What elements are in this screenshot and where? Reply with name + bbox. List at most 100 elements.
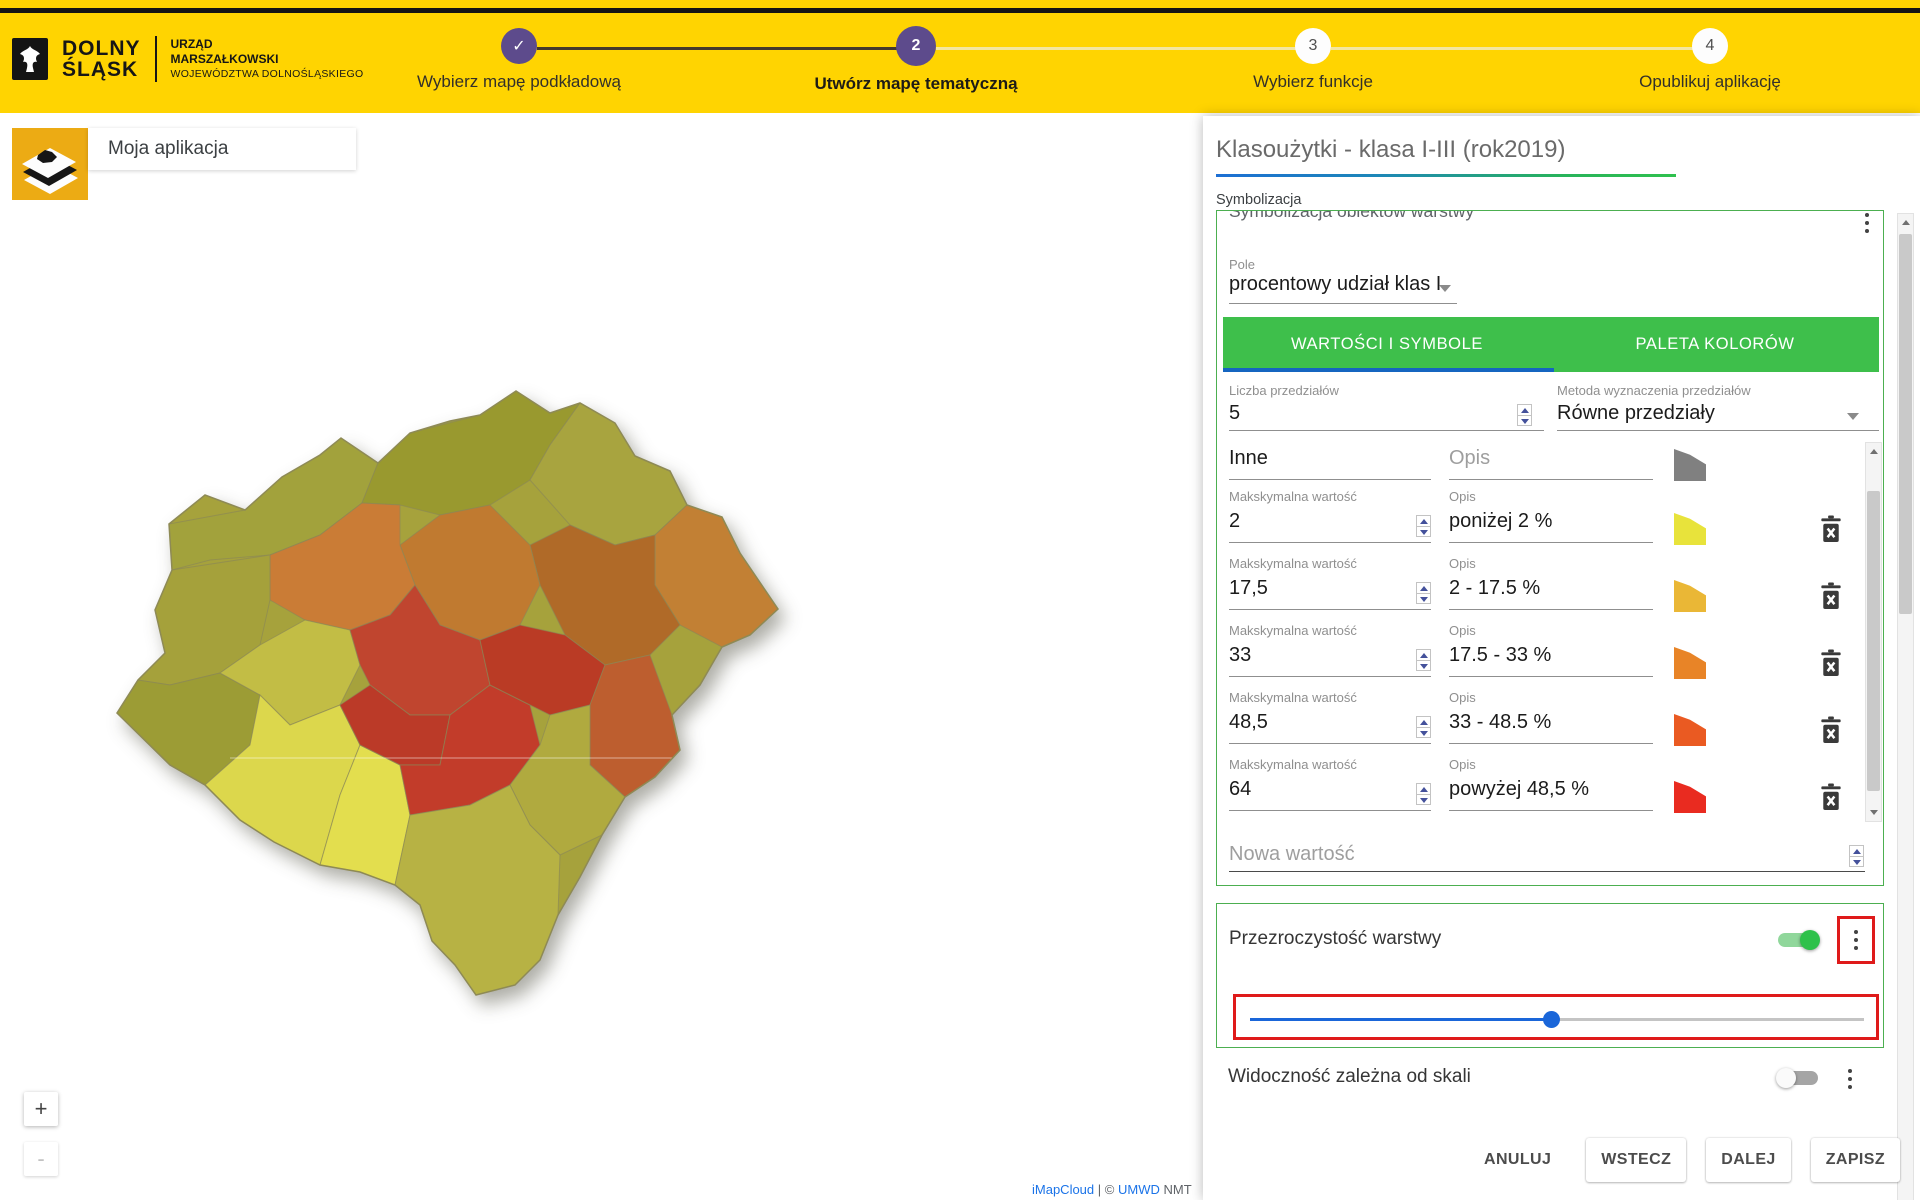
transparency-toggle[interactable] (1774, 928, 1820, 952)
max-value-input[interactable]: 17,5 (1229, 577, 1431, 610)
opis-label: Opis (1449, 623, 1476, 638)
symbolization-tabs: WARTOŚCI I SYMBOLE PALETA KOLORÓW (1223, 317, 1879, 372)
step-circle[interactable]: 3 (1295, 28, 1331, 64)
panel-scrollbar-thumb[interactable] (1899, 234, 1912, 614)
stepper-connector-done (537, 47, 897, 50)
class-value-row: Makskymalna wartość Opis 33 17.5 - 33 % (1217, 623, 1865, 690)
max-value-label: Makskymalna wartość (1229, 690, 1357, 705)
imapcloud-link[interactable]: iMapCloud (1032, 1182, 1095, 1197)
symbolization-box-header: Symbolizacja obiektów warstwy (1229, 210, 1475, 221)
dolny-slask-logo: DOLNY ŚLĄSK URZĄD MARSZAŁKOWSKI WOJEWÓDZ… (12, 36, 363, 82)
delete-class-icon[interactable] (1819, 783, 1843, 811)
class-value-rows: Inne Opis Makskymalna wartość Opis 2 pon… (1217, 441, 1865, 824)
class-value-row: Makskymalna wartość Opis 48,5 33 - 48.5 … (1217, 690, 1865, 757)
opis-input[interactable]: Opis (1449, 447, 1653, 480)
class-color-swatch[interactable] (1674, 781, 1706, 813)
opis-input[interactable]: 17.5 - 33 % (1449, 644, 1653, 677)
tab-wartosci-i-symbole[interactable]: WARTOŚCI I SYMBOLE (1290, 335, 1484, 353)
scroll-down-icon[interactable] (1866, 804, 1881, 821)
transparency-slider[interactable] (1250, 1011, 1864, 1028)
app-title: Moja aplikacja (108, 138, 229, 159)
stepper-connector-upcoming (1331, 47, 1693, 50)
transparency-kebab-highlight (1837, 916, 1875, 964)
transparency-box: Przezroczystość warstwy (1216, 903, 1884, 1048)
transparency-slider-thumb[interactable] (1542, 1011, 1560, 1028)
opis-input[interactable]: 2 - 17.5 % (1449, 577, 1653, 610)
map-credits: iMapCloud | © UMWD NMT (1032, 1182, 1192, 1197)
opis-label: Opis (1449, 556, 1476, 571)
pole-select[interactable]: procentowy udział klas I (1229, 273, 1442, 295)
liczba-przedzialow-input[interactable]: 5 (1229, 402, 1241, 424)
liczba-przedzialow-stepper[interactable] (1517, 404, 1532, 426)
nowa-wartosc-stepper[interactable] (1849, 845, 1864, 867)
cancel-button[interactable]: ANULUJ (1484, 1151, 1552, 1168)
max-value-stepper[interactable] (1416, 716, 1431, 738)
metoda-select[interactable]: Równe przedziały (1557, 402, 1715, 424)
opis-input[interactable]: 33 - 48.5 % (1449, 711, 1653, 744)
step-circle[interactable]: 4 (1692, 28, 1728, 64)
metoda-label: Metoda wyznaczenia przedziałów (1557, 383, 1751, 398)
max-value-stepper[interactable] (1416, 649, 1431, 671)
panel-scroll-down-icon[interactable] (1898, 1195, 1913, 1200)
wizard-step[interactable]: 2 Utwórz mapę tematyczną (796, 26, 1036, 94)
max-value-stepper[interactable] (1416, 515, 1431, 537)
stepper-connector-upcoming (936, 47, 1296, 50)
max-value-input[interactable]: 64 (1229, 778, 1431, 811)
delete-class-icon[interactable] (1819, 515, 1843, 543)
save-button[interactable]: ZAPISZ (1810, 1138, 1900, 1182)
metoda-dropdown-arrow-icon[interactable] (1847, 413, 1859, 420)
rows-scrollbar[interactable] (1865, 442, 1882, 822)
scale-visibility-toggle[interactable] (1776, 1066, 1822, 1090)
delete-class-icon[interactable] (1819, 649, 1843, 677)
max-value-input[interactable]: 48,5 (1229, 711, 1431, 744)
wizard-step[interactable]: 4 Opublikuj aplikację (1590, 28, 1830, 92)
delete-class-icon[interactable] (1819, 582, 1843, 610)
symbolization-menu-kebab-icon[interactable] (1865, 213, 1869, 233)
max-value-stepper[interactable] (1416, 582, 1431, 604)
max-value-input[interactable]: Inne (1229, 447, 1431, 480)
max-value-stepper[interactable] (1416, 783, 1431, 805)
transparency-slider-highlight (1233, 994, 1879, 1040)
transparency-label: Przezroczystość warstwy (1229, 928, 1442, 949)
map-zoom-in-button[interactable]: + (24, 1092, 58, 1126)
max-value-label: Makskymalna wartość (1229, 623, 1357, 638)
max-value-input[interactable]: 33 (1229, 644, 1431, 677)
class-color-swatch[interactable] (1674, 513, 1706, 545)
transparency-menu-kebab-icon[interactable] (1854, 930, 1858, 950)
umwd-link[interactable]: UMWD (1118, 1182, 1160, 1197)
panel-scroll-up-icon[interactable] (1898, 214, 1913, 231)
scale-visibility-kebab-icon[interactable] (1848, 1066, 1852, 1092)
opis-input[interactable]: poniżej 2 % (1449, 510, 1653, 543)
wizard-header: DOLNY ŚLĄSK URZĄD MARSZAŁKOWSKI WOJEWÓDZ… (0, 0, 1920, 113)
opis-label: Opis (1449, 757, 1476, 772)
class-color-swatch[interactable] (1674, 449, 1706, 481)
back-button[interactable]: WSTECZ (1586, 1138, 1687, 1182)
next-button[interactable]: DALEJ (1706, 1138, 1791, 1182)
step-label: Wybierz mapę podkładową (417, 72, 621, 91)
map-zoom-out-button[interactable]: - (24, 1142, 58, 1176)
pole-dropdown-arrow-icon[interactable] (1439, 285, 1451, 292)
wizard-step[interactable]: 3 Wybierz funkcje (1193, 28, 1433, 92)
class-color-swatch[interactable] (1674, 580, 1706, 612)
choropleth-map-dolny-slask[interactable] (110, 385, 805, 1015)
title-underline (1216, 174, 1676, 177)
step-circle[interactable]: 2 (896, 26, 936, 66)
opis-input[interactable]: powyżej 48,5 % (1449, 778, 1653, 811)
scroll-up-icon[interactable] (1866, 443, 1881, 460)
rows-scrollbar-thumb[interactable] (1867, 491, 1880, 791)
wizard-step[interactable]: ✓ Wybierz mapę podkładową (399, 28, 639, 92)
max-value-label: Makskymalna wartość (1229, 489, 1357, 504)
nowa-wartosc-input[interactable]: Nowa wartość (1229, 843, 1355, 865)
class-color-swatch[interactable] (1674, 647, 1706, 679)
step-circle[interactable]: ✓ (501, 28, 537, 64)
active-tab-indicator (1223, 368, 1554, 372)
panel-scrollbar[interactable] (1897, 213, 1914, 1200)
header-top-stripe (0, 8, 1920, 13)
transparency-slider-fill (1250, 1018, 1551, 1021)
max-value-input[interactable]: 2 (1229, 510, 1431, 543)
step-label: Wybierz funkcje (1253, 72, 1373, 91)
delete-class-icon[interactable] (1819, 716, 1843, 744)
opis-label: Opis (1449, 690, 1476, 705)
class-color-swatch[interactable] (1674, 714, 1706, 746)
tab-paleta-kolorow[interactable]: PALETA KOLORÓW (1635, 335, 1795, 353)
